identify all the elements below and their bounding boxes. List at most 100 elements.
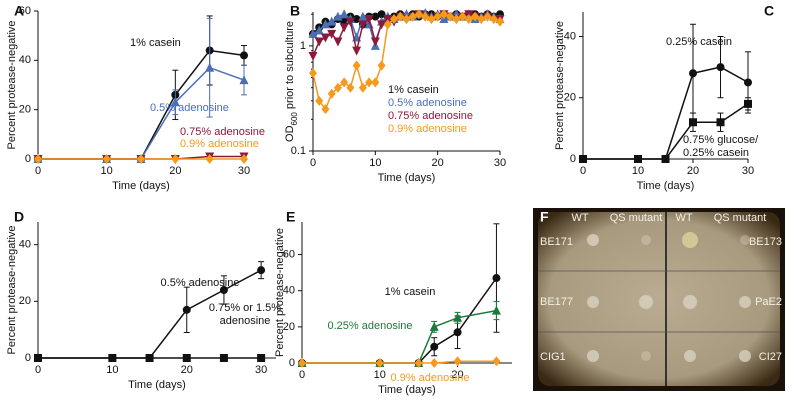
marker <box>137 154 145 164</box>
marker <box>333 37 343 47</box>
marker <box>383 19 392 30</box>
panel-letter: D <box>14 209 24 225</box>
marker <box>333 82 342 93</box>
series-label: 1% casein <box>385 286 436 298</box>
y-axis-label: Percent protease-negative <box>274 228 286 357</box>
x-axis-label: Time (days) <box>378 172 436 184</box>
marker <box>298 358 306 368</box>
x-axis-label: Time (days) <box>378 384 436 396</box>
marker <box>170 97 180 107</box>
x-tick-label: 30 <box>494 157 506 169</box>
marker <box>371 12 380 21</box>
marker <box>34 154 42 164</box>
marker <box>240 154 248 164</box>
marker <box>491 305 501 315</box>
marker <box>429 321 439 331</box>
marker <box>377 60 386 71</box>
colony <box>641 235 651 245</box>
marker <box>219 354 228 362</box>
strain-label: BE177 <box>540 296 573 308</box>
marker <box>34 354 42 362</box>
marker <box>744 78 752 87</box>
marker <box>327 88 336 99</box>
x-tick-label: 10 <box>106 364 118 376</box>
marker <box>492 274 501 283</box>
y-axis-label-part: OD <box>284 125 296 142</box>
panel-letter: E <box>286 209 295 225</box>
marker <box>492 356 501 367</box>
marker <box>257 354 266 362</box>
column-label: QS mutant <box>610 212 663 224</box>
strain-label: BE173 <box>749 236 782 248</box>
x-tick-label: 20 <box>181 364 193 376</box>
marker <box>477 14 486 25</box>
marker <box>744 99 752 108</box>
marker <box>320 33 330 43</box>
marker <box>634 155 642 163</box>
x-tick-label: 30 <box>238 165 250 177</box>
marker <box>471 11 480 22</box>
series-label: 0.5% adenosine <box>150 102 229 114</box>
x-tick-label: 30 <box>255 364 267 376</box>
marker <box>414 9 423 20</box>
colony <box>641 351 651 361</box>
column-label: QS mutant <box>714 212 767 224</box>
marker <box>321 104 330 115</box>
x-axis-label: Time (days) <box>112 180 170 192</box>
series-label: 0.9% adenosine <box>391 372 470 384</box>
series-label: 0.5% adenosine <box>388 97 467 109</box>
series-line <box>302 360 497 364</box>
x-tick-label: 0 <box>310 157 316 169</box>
marker <box>430 358 439 368</box>
colonies <box>587 232 751 362</box>
y-tick-label: 40 <box>564 30 576 42</box>
marker <box>364 15 374 25</box>
marker <box>716 118 725 127</box>
x-tick-label: 20 <box>432 157 444 169</box>
y-axis-label: Percent protease-negative <box>6 20 18 149</box>
x-tick-label: 0 <box>580 165 586 177</box>
strain-label: BE171 <box>540 236 573 248</box>
y-tick-label: 0 <box>25 352 31 364</box>
marker <box>365 77 374 88</box>
x-axis-label: Time (days) <box>128 379 186 391</box>
marker <box>458 11 467 22</box>
marker <box>433 11 442 22</box>
marker <box>352 15 361 24</box>
marker <box>339 23 349 33</box>
marker <box>408 11 417 22</box>
series-label: 0.5% adenosine <box>161 277 240 289</box>
y-axis-label: Percent protease-negative <box>554 21 566 150</box>
x-tick-label: 10 <box>369 157 381 169</box>
marker <box>375 358 384 368</box>
marker <box>483 11 492 22</box>
y-axis-label-part: 600 <box>290 112 299 126</box>
marker <box>446 11 455 22</box>
marker <box>314 25 324 35</box>
marker <box>661 155 670 163</box>
marker <box>377 20 387 30</box>
marker <box>358 82 367 93</box>
series-label: 0.75% glucose/ <box>683 134 759 146</box>
y-tick-label: 0.1 <box>291 145 306 157</box>
y-tick-label: 0 <box>570 153 576 165</box>
series-label: adenosine <box>220 315 271 327</box>
marker <box>377 10 386 19</box>
series-label: 0.75% adenosine <box>388 110 473 122</box>
marker <box>358 20 368 30</box>
series-label: 0.9% adenosine <box>388 123 467 135</box>
column-label: WT <box>571 212 588 224</box>
series-label: 0.75% adenosine <box>180 126 265 138</box>
marker <box>182 354 191 362</box>
marker <box>308 52 318 62</box>
colony <box>739 350 751 362</box>
marker <box>496 16 504 27</box>
y-tick-label: 1 <box>300 40 306 52</box>
strain-label: PaE2 <box>755 296 782 308</box>
y-tick-label: 40 <box>19 54 31 66</box>
marker <box>402 14 411 25</box>
marker <box>219 286 228 294</box>
colony <box>587 350 599 362</box>
series-label: 0.25% adenosine <box>327 320 412 332</box>
x-tick-label: 0 <box>299 369 305 381</box>
